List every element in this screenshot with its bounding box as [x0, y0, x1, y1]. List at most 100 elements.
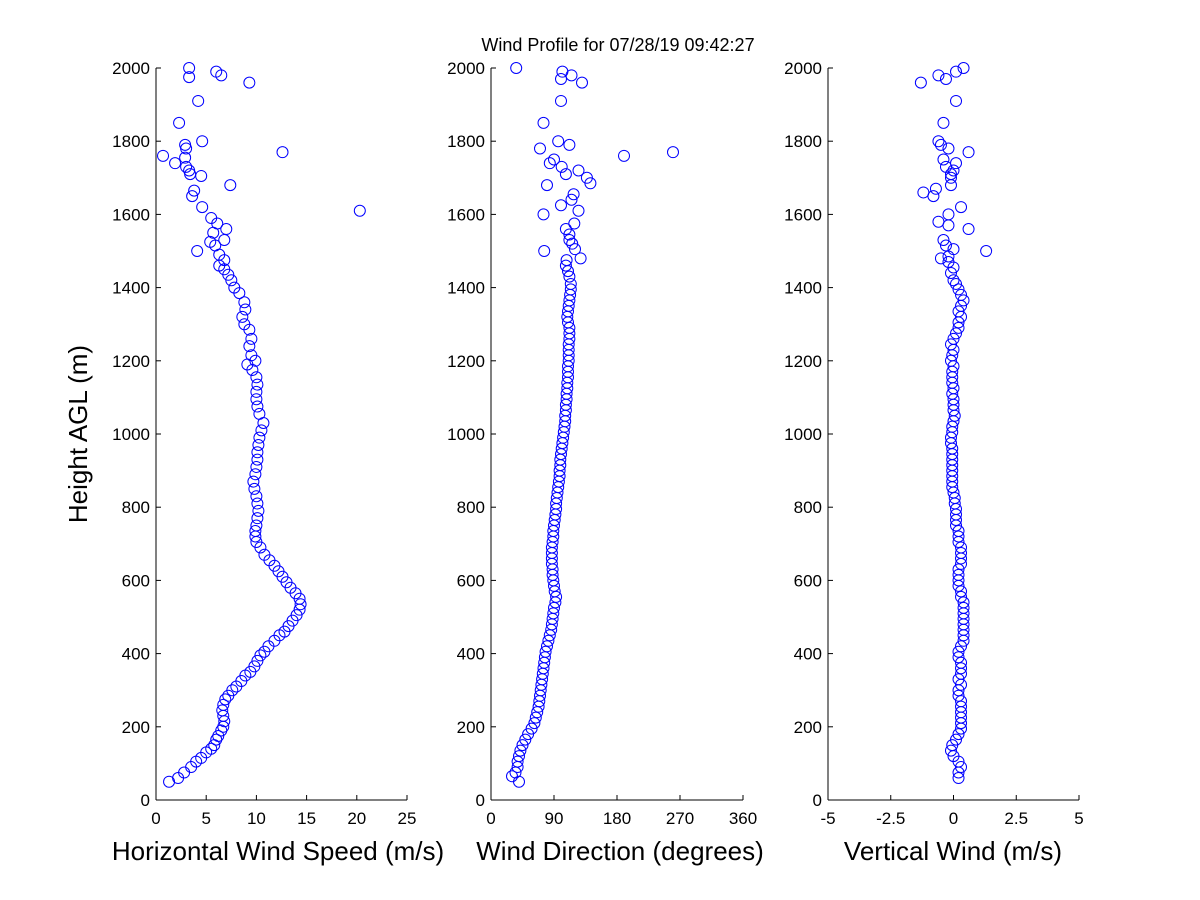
data-point — [950, 327, 963, 340]
data-point — [253, 431, 266, 444]
data-point — [560, 254, 573, 267]
data-point — [952, 772, 965, 785]
y-tick-label: 0 — [141, 791, 150, 810]
data-point — [556, 65, 569, 78]
x-tick-label: 20 — [347, 809, 366, 828]
data-point — [539, 645, 552, 658]
x-tick-label: 15 — [297, 809, 316, 828]
data-point — [952, 568, 965, 581]
data-point — [957, 601, 970, 614]
x-tick-label: 0 — [486, 809, 495, 828]
data-point — [942, 208, 955, 221]
data-point — [555, 94, 567, 107]
y-tick-label: 400 — [122, 645, 150, 664]
y-tick-label: 2000 — [447, 59, 485, 78]
data-point — [247, 475, 260, 488]
data-point — [191, 245, 204, 257]
data-point — [179, 138, 192, 151]
data-point — [934, 252, 947, 265]
data-point — [952, 283, 965, 296]
data-point — [537, 116, 550, 129]
data-point — [947, 243, 960, 256]
x-tick-label: 0 — [151, 809, 160, 828]
data-point — [947, 164, 960, 177]
data-point — [514, 744, 527, 757]
y-tick-label: 800 — [457, 498, 485, 517]
x-axis-label: Horizontal Wind Speed (m/s) — [112, 836, 444, 866]
data-point — [255, 424, 268, 437]
panel-direction: 0 200 400 600 800 1000 1200 1400 1600 1800 2000 0 90… — [447, 59, 764, 866]
x-tick-label: 360 — [729, 809, 757, 828]
data-point — [947, 274, 960, 287]
data-point — [952, 673, 965, 686]
y-tick-label: 1800 — [112, 132, 150, 151]
data-point — [250, 393, 263, 406]
data-point — [944, 266, 957, 279]
data-point — [541, 179, 553, 192]
data-point — [238, 296, 251, 309]
data-point — [559, 259, 572, 272]
data-point — [927, 190, 940, 203]
data-point — [929, 182, 942, 195]
y-tick-label: 1600 — [784, 205, 822, 224]
data-point — [955, 288, 968, 301]
data-point — [942, 219, 955, 232]
figure-title: Wind Profile for 07/28/19 09:42:27 — [481, 35, 754, 55]
data-point — [249, 468, 262, 481]
data-point — [251, 400, 264, 413]
data-point — [618, 149, 630, 162]
data-point — [932, 215, 945, 228]
data-point — [942, 255, 955, 268]
data-point — [955, 201, 968, 214]
data-point — [180, 160, 193, 173]
data-point — [205, 742, 218, 755]
y-tick-label: 600 — [122, 571, 150, 590]
data-point — [290, 609, 303, 622]
y-tick-label: 600 — [457, 571, 485, 590]
y-tick-label: 800 — [122, 498, 150, 517]
data-point — [955, 590, 968, 603]
x-tick-label: 90 — [545, 809, 564, 828]
data-point — [245, 349, 258, 362]
data-point — [183, 71, 196, 84]
data-point — [248, 482, 261, 495]
data-point — [567, 188, 580, 201]
data-point — [950, 94, 963, 107]
data-point — [205, 212, 218, 225]
data-point — [952, 689, 965, 702]
x-tick-label: 270 — [666, 809, 694, 828]
y-tick-label: 400 — [457, 645, 485, 664]
data-point — [932, 69, 945, 82]
data-point — [228, 281, 241, 294]
data-point — [572, 164, 585, 177]
data-point — [506, 770, 518, 783]
data-point — [950, 157, 963, 170]
data-point — [932, 135, 945, 148]
data-point — [576, 76, 588, 89]
data-point — [955, 700, 968, 713]
data-point — [955, 656, 968, 669]
y-tick-label: 1400 — [447, 279, 485, 298]
data-point — [251, 654, 264, 667]
data-point — [937, 153, 950, 166]
data-point — [250, 490, 263, 503]
y-tick-label: 0 — [813, 791, 822, 810]
data-point — [538, 245, 551, 257]
data-point — [947, 332, 960, 345]
data-point — [950, 733, 963, 746]
data-point — [212, 729, 225, 742]
x-tick-label: 25 — [398, 809, 417, 828]
data-point — [511, 755, 524, 768]
data-point — [513, 750, 525, 763]
data-point — [217, 698, 230, 711]
data-point — [220, 223, 233, 236]
data-point — [195, 169, 208, 182]
data-point — [566, 237, 579, 250]
data-point — [952, 305, 965, 318]
data-point — [251, 497, 264, 510]
data-point — [251, 512, 264, 525]
y-tick-label: 2000 — [112, 59, 150, 78]
data-point — [525, 722, 538, 735]
data-point — [955, 695, 968, 708]
data-point — [353, 204, 366, 217]
